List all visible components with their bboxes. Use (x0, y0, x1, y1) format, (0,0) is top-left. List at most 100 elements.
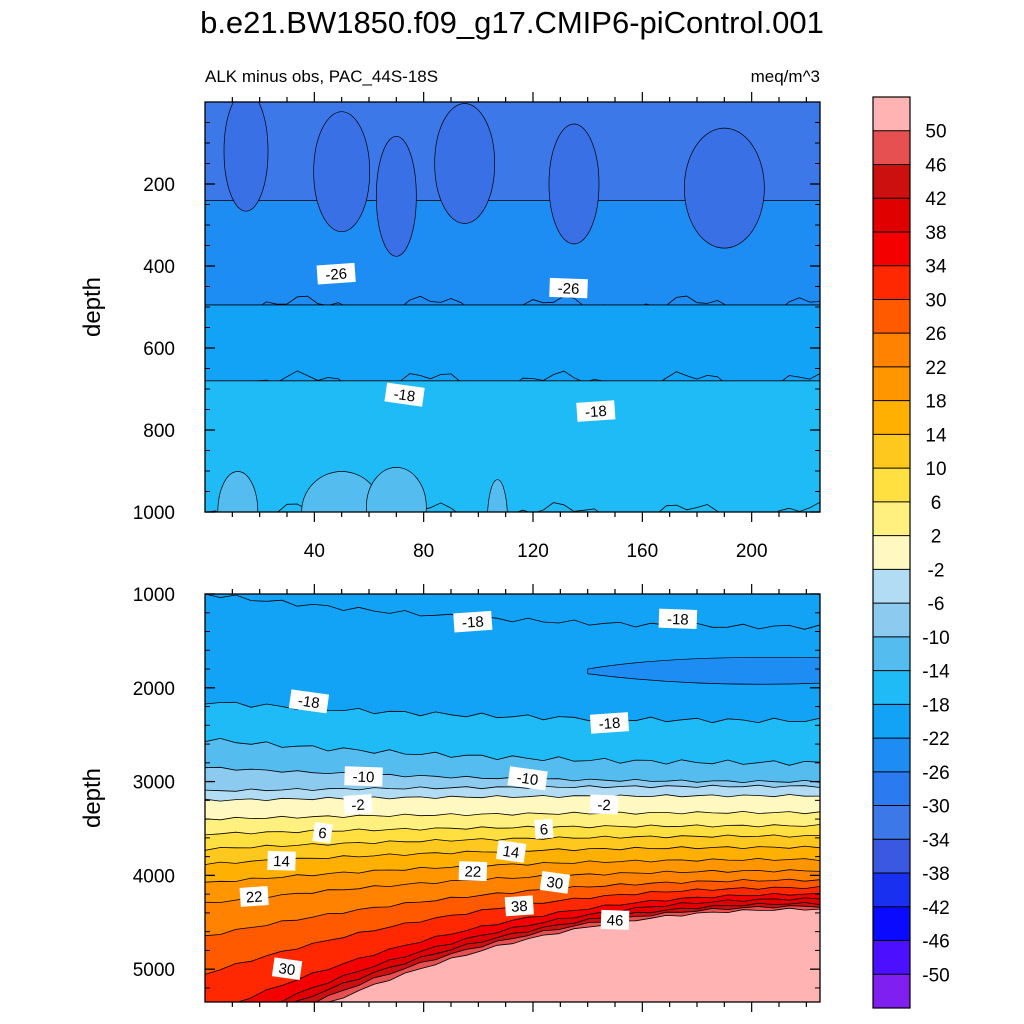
colorbar-swatch (873, 704, 910, 739)
contour-label-box (549, 277, 588, 299)
contour-label: -18 (453, 610, 493, 633)
contour-line (315, 905, 820, 1002)
colorbar-label: -34 (922, 830, 950, 851)
colorbar: 50 46 42 38 34 30 26 22 18 14 10 6 2 -2 -6 -10 -14 -18 -22… (872, 96, 950, 1009)
colorbar-swatch (873, 434, 910, 469)
contour-label-text: -10 (516, 769, 540, 789)
contour-label: 6 (534, 818, 554, 840)
colorbar-swatch (873, 130, 910, 165)
contour-label-box (316, 262, 356, 285)
contour-label-box (344, 766, 383, 787)
contour-line (327, 907, 820, 1002)
contour-label-box (576, 400, 616, 422)
contour-label-text: 22 (245, 888, 263, 906)
contour-label-box (504, 895, 534, 917)
contour-label-text: -18 (297, 692, 321, 712)
colorbar-swatch (873, 164, 910, 199)
colorbar-swatch (873, 97, 910, 132)
colorbar-frame (872, 96, 911, 1009)
colorbar-swatch (873, 873, 910, 908)
contour-label-box (496, 840, 527, 863)
contour-line (236, 892, 820, 1002)
colorbar-label: 30 (925, 290, 946, 311)
y-tick-label: 200 (143, 175, 175, 196)
contour-label-text: 22 (464, 863, 481, 881)
contour-label-box (271, 957, 303, 981)
contour-label-box (239, 885, 269, 907)
colorbar-label: -30 (922, 797, 949, 818)
contour-label: -18 (589, 712, 630, 734)
colorbar-label: 38 (925, 223, 946, 244)
colorbar-label: -26 (922, 763, 949, 784)
contour-label-text: -26 (557, 280, 579, 298)
contour-label-text: 6 (539, 821, 549, 839)
contour-label-text: 14 (502, 843, 521, 862)
colorbar-label: -14 (922, 662, 950, 683)
contour-label: 38 (504, 895, 534, 917)
colorbar-swatch (873, 738, 910, 773)
contour-blob (365, 467, 427, 512)
contour-line (205, 810, 820, 821)
contour-label: 30 (539, 871, 571, 894)
contour-label: 14 (267, 850, 296, 871)
contour-label: -10 (507, 766, 548, 791)
colorbar-label: 2 (931, 527, 942, 548)
contour-label: 22 (239, 885, 269, 907)
contour-label-text: -18 (598, 715, 621, 733)
contour-label: -2 (589, 794, 619, 815)
colorbar-label: 10 (925, 459, 946, 480)
contour-label-text: -18 (584, 403, 607, 421)
contour-line (205, 857, 820, 883)
contour-label-box (458, 861, 488, 882)
colorbar-label: 14 (925, 425, 947, 446)
colorbar-swatch (873, 839, 910, 874)
colorbar-swatch (873, 265, 910, 300)
contour-label-text: -18 (461, 613, 484, 631)
contour-label: -26 (316, 262, 356, 285)
colorbar-swatch (873, 501, 910, 537)
colorbar-swatch (873, 636, 910, 672)
colorbar-swatch (873, 974, 910, 1009)
colorbar-swatch (873, 569, 910, 604)
x-tick-label: 120 (517, 541, 549, 562)
colorbar-swatch (873, 198, 910, 233)
contour-line (205, 834, 820, 851)
contour-label: -26 (549, 277, 588, 299)
contour-label-box (600, 909, 630, 930)
contour-label-box (288, 689, 330, 714)
colorbar-swatch (873, 231, 910, 267)
y-tick-label: 800 (143, 421, 175, 442)
y-tick-label: 2000 (133, 679, 175, 700)
colorbar-swatch (873, 333, 910, 368)
colorbar-label: -50 (922, 965, 949, 986)
contour-label-text: -2 (351, 797, 365, 815)
x-tick-label: 80 (413, 541, 434, 562)
contour-label-text: -2 (597, 797, 611, 814)
colorbar-label: -46 (922, 932, 949, 953)
x-tick-label: 160 (626, 541, 658, 562)
contour-label: -18 (288, 689, 330, 714)
contour-label-text: 30 (545, 874, 564, 893)
colorbar-swatch (873, 670, 910, 705)
contour-fills (205, 102, 820, 512)
colorbar-swatch (873, 906, 910, 942)
plot-frame (204, 593, 821, 1003)
contour-fills (205, 594, 820, 1002)
colorbar-label: -6 (928, 594, 945, 615)
contour-label: -18 (384, 382, 425, 407)
y-tick-label: 3000 (133, 773, 175, 794)
y-tick-label: 600 (143, 339, 175, 360)
contour-label-box (658, 608, 698, 629)
y-tick-label: 400 (143, 257, 175, 278)
y-tick-label: 1000 (133, 585, 175, 606)
colorbar-swatch (873, 468, 910, 503)
colorbar-label: -42 (922, 898, 949, 919)
colorbar-swatch (873, 603, 910, 638)
y-tick-label: 4000 (133, 866, 175, 887)
contour-label: 22 (458, 861, 488, 882)
contour-label-box (589, 794, 619, 815)
contour-label: 46 (600, 909, 630, 930)
contour-label: -10 (344, 766, 383, 787)
contour-blob (683, 127, 765, 249)
colorbar-label: -22 (922, 729, 949, 750)
